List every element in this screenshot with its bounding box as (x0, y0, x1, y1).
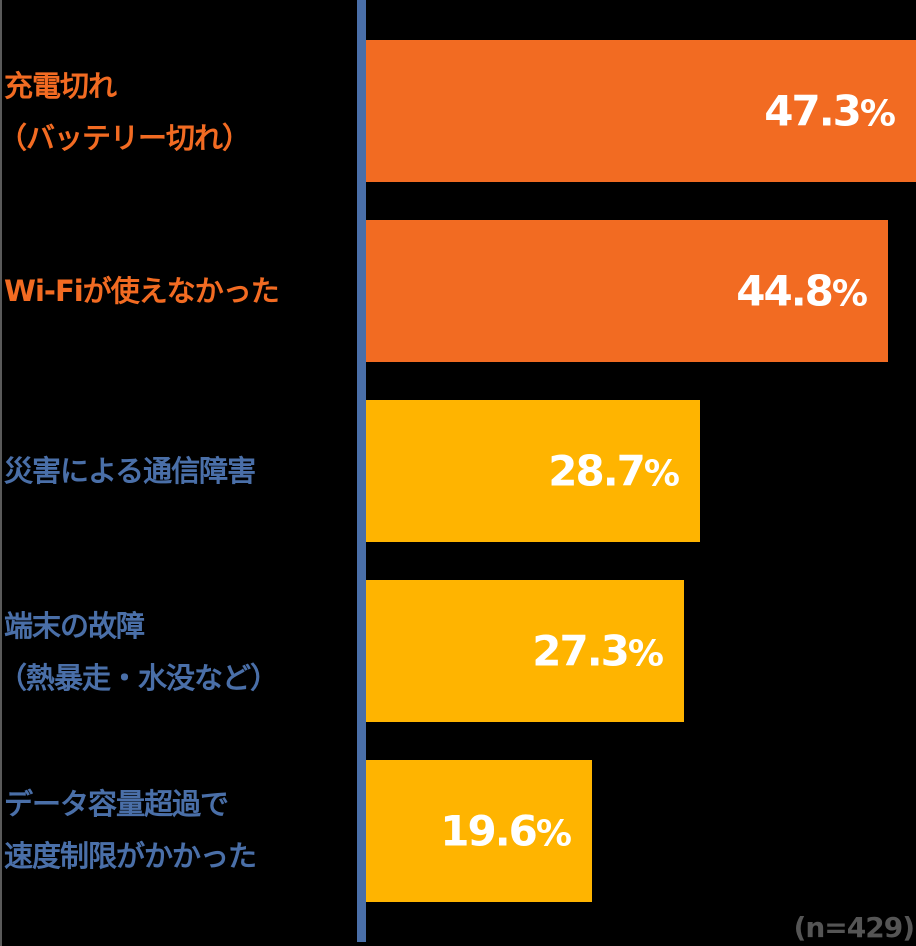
bar-data-cap: 19.6% (366, 760, 592, 902)
category-label-disaster: 災害による通信障害 (4, 445, 354, 497)
value-label: 27.3% (532, 626, 664, 676)
value-label: 28.7% (548, 446, 680, 496)
sample-size-note: (n=429) (793, 911, 915, 944)
label-line: 充電切れ (4, 69, 117, 103)
category-label-data-cap: データ容量超過で 速度制限がかかった (4, 778, 354, 882)
label-line: Wi-Fiが使えなかった (4, 274, 280, 308)
label-line: （熱暴走・水没など） (0, 661, 279, 695)
bar-battery: 47.3% (366, 40, 916, 182)
label-line: 速度制限がかかった (4, 839, 257, 873)
category-label-device-failure: 端末の故障 （熱暴走・水没など） (0, 600, 354, 704)
value-label: 44.8% (736, 266, 868, 316)
category-label-battery: 充電切れ （バッテリー切れ） (0, 60, 354, 164)
frame-edge (0, 0, 2, 946)
value-label: 19.6% (440, 806, 572, 856)
label-line: 端末の故障 (4, 609, 145, 643)
y-axis-line (357, 0, 366, 942)
bar-disaster: 28.7% (366, 400, 700, 542)
label-line: 災害による通信障害 (4, 454, 256, 488)
value-label: 47.3% (764, 86, 896, 136)
bar-wifi: 44.8% (366, 220, 888, 362)
label-line: データ容量超過で (4, 787, 229, 821)
category-label-wifi: Wi-Fiが使えなかった (4, 265, 354, 317)
label-line: （バッテリー切れ） (0, 121, 251, 155)
bar-device-failure: 27.3% (366, 580, 684, 722)
